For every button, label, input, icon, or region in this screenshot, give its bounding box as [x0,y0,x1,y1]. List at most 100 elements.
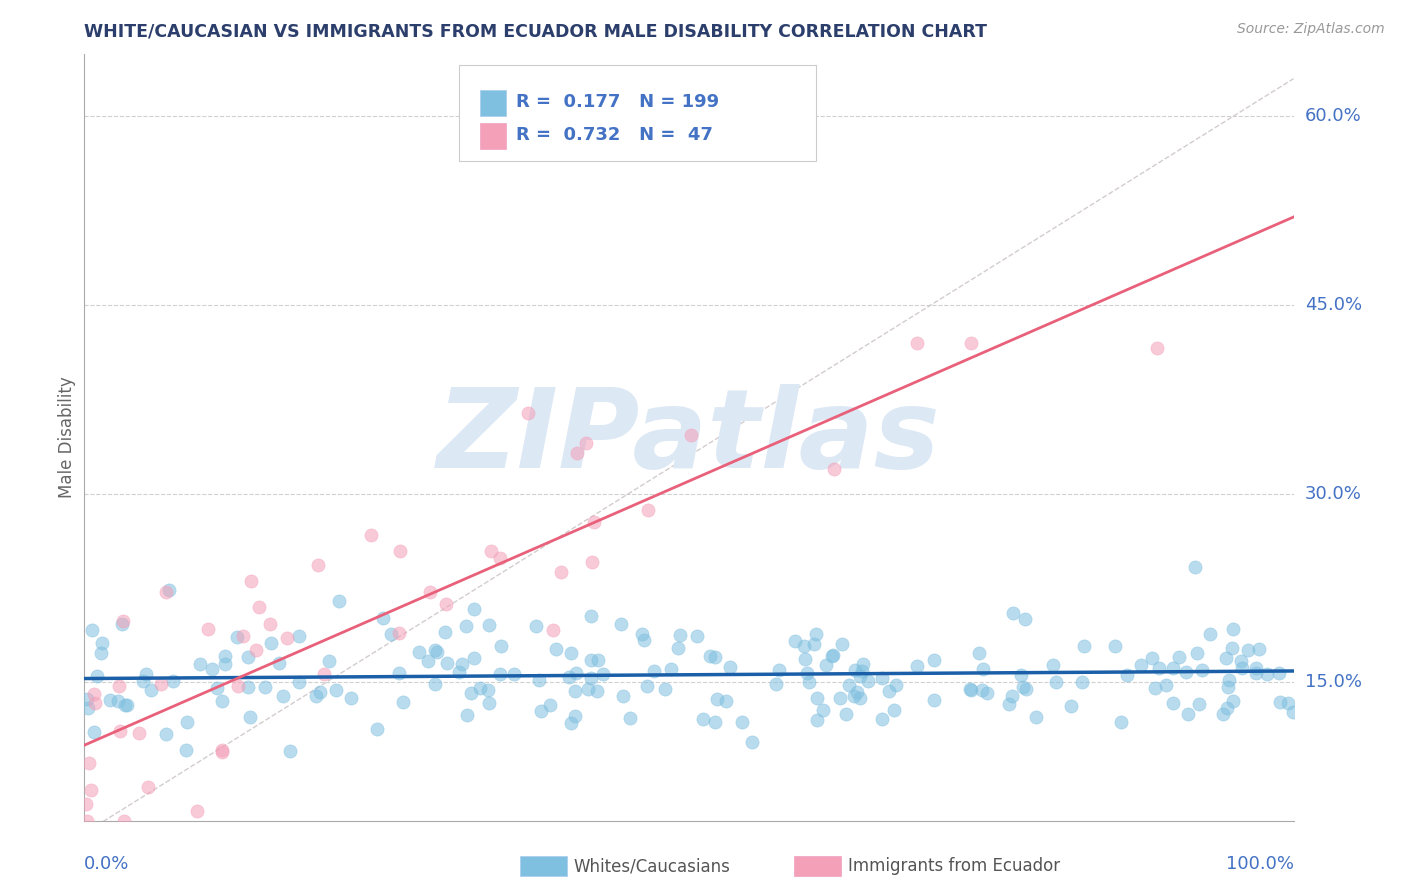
Point [79,756,101,770]
Point [205,681,228,695]
Point [905,335,928,350]
Point [318,653,340,667]
Point [1140,651,1163,665]
Point [380,627,402,641]
Point [516,407,538,421]
Point [423,642,446,657]
Point [451,657,474,672]
Point [1277,696,1299,710]
Point [1012,680,1035,694]
Point [214,649,236,664]
Point [637,502,659,516]
Point [706,691,728,706]
Point [454,619,477,633]
Point [768,663,790,677]
Point [1154,678,1177,692]
Text: R =  0.732   N =  47: R = 0.732 N = 47 [516,126,713,144]
Point [239,709,262,723]
Point [530,704,553,718]
Point [1215,651,1237,665]
Point [579,608,602,623]
Point [1218,673,1240,687]
Point [581,555,603,569]
Point [1143,681,1166,695]
Point [1185,646,1208,660]
Point [741,735,763,749]
Point [115,698,138,713]
Point [419,585,441,599]
Point [541,623,564,637]
Point [835,707,858,722]
Point [849,668,872,682]
Point [959,683,981,698]
Point [176,714,198,729]
Point [1146,341,1168,355]
Point [527,673,550,687]
Point [425,677,447,691]
Point [1222,693,1244,707]
Point [197,622,219,636]
Point [470,681,492,695]
Point [503,667,526,681]
Point [463,650,485,665]
Point [305,689,328,703]
Point [998,697,1021,711]
Point [659,662,682,676]
Point [1060,698,1083,713]
Point [586,653,609,667]
Point [1071,675,1094,690]
Point [481,544,503,558]
Point [538,698,561,713]
Point [460,686,482,700]
Point [576,682,599,697]
Point [76,692,98,706]
Point [1237,643,1260,657]
Point [1220,641,1243,656]
Point [89,647,111,661]
Point [456,708,478,723]
Point [131,674,153,689]
Point [821,648,844,663]
Point [828,690,851,705]
Point [434,597,457,611]
Point [155,585,177,599]
Point [579,671,602,685]
Point [856,673,879,688]
Point [823,648,845,663]
Point [112,614,135,628]
Point [360,527,382,541]
Point [1177,707,1199,722]
Point [716,694,738,708]
Point [157,582,180,597]
Text: Immigrants from Ecuador: Immigrants from Ecuador [848,857,1060,875]
Point [276,632,298,646]
Point [564,684,586,698]
Point [1161,661,1184,675]
Point [201,662,224,676]
Point [226,630,249,644]
Point [565,446,588,460]
Point [1129,658,1152,673]
Point [1116,668,1139,682]
Point [107,680,129,694]
Point [247,600,270,615]
Point [155,727,177,741]
Point [1244,660,1267,674]
Point [278,744,301,758]
Point [870,712,893,726]
Point [1191,663,1213,677]
Point [1014,612,1036,626]
Point [669,628,692,642]
Point [1025,710,1047,724]
Point [77,701,100,715]
Text: 45.0%: 45.0% [1305,296,1362,314]
Point [592,667,614,681]
Point [477,683,499,698]
Point [905,658,928,673]
Point [785,634,807,648]
Point [239,574,262,588]
Point [976,686,998,700]
Point [924,652,946,666]
Point [139,682,162,697]
Point [582,515,605,529]
